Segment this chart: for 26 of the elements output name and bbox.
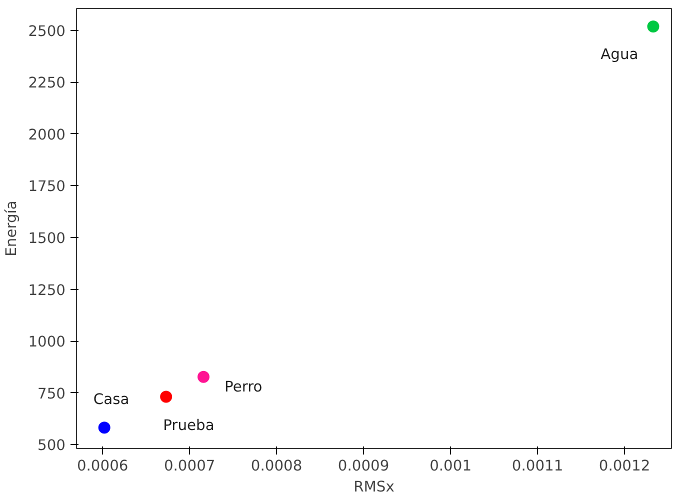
y-tick-label: 1250 xyxy=(28,282,66,299)
point xyxy=(647,20,660,33)
y-tick-label: 1500 xyxy=(28,230,66,248)
point xyxy=(198,370,210,383)
y-axis-title: Energía xyxy=(3,200,20,256)
y-tick-label: 1000 xyxy=(28,334,66,351)
series-label: Perro xyxy=(224,378,262,396)
y-tick-label: 2000 xyxy=(28,126,66,144)
y-tick-label: 500 xyxy=(38,437,66,454)
series-label: Casa xyxy=(93,391,130,408)
y-tick-label: 2500 xyxy=(28,22,66,40)
point xyxy=(160,390,172,403)
series-label: Prueba xyxy=(163,417,214,434)
x-tick-label: 0.0006 xyxy=(76,458,128,474)
x-axis-title: RMSx xyxy=(354,478,395,496)
x-tick-label: 0.0008 xyxy=(250,458,302,474)
series-label: Agua xyxy=(600,46,638,64)
x-tick-label: 0.0012 xyxy=(598,458,650,474)
y-tick-label: 750 xyxy=(38,385,66,402)
x-tick-label: 0.0009 xyxy=(338,458,390,474)
x-tick-label: 0.0007 xyxy=(164,458,216,474)
x-tick-label: 0.001 xyxy=(430,458,472,474)
point xyxy=(98,422,110,434)
y-tick-label: 1750 xyxy=(28,178,66,196)
x-tick-label: 0.0011 xyxy=(512,458,564,474)
y-tick-label: 2250 xyxy=(28,74,66,92)
